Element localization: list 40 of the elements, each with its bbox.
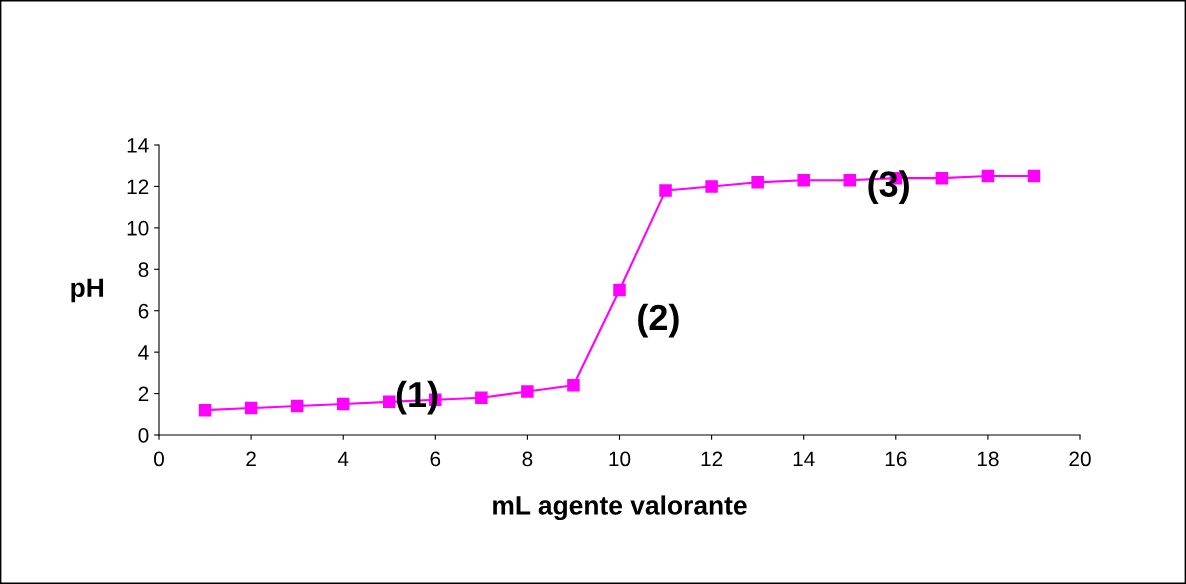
x-tick-label: 2 — [246, 451, 256, 467]
point — [659, 184, 672, 197]
point — [336, 397, 350, 411]
x-tick-label: 20 — [1069, 451, 1091, 467]
y-tick-label: 0 — [138, 428, 149, 443]
y-tick-label: 14 — [127, 138, 149, 153]
x-tick-label: 14 — [793, 451, 815, 467]
point — [382, 395, 396, 409]
point — [935, 171, 949, 185]
point — [797, 173, 810, 187]
point — [981, 169, 995, 183]
x-tick-label: 10 — [609, 451, 631, 467]
point — [705, 180, 718, 193]
y-tick-label: 4 — [138, 345, 149, 360]
y-axis-title: pH — [71, 278, 104, 303]
point — [521, 385, 534, 398]
x-axis-title: mL agente valorante — [493, 495, 747, 521]
x-tick-label: 6 — [430, 451, 441, 467]
x-tick-label: 12 — [701, 451, 723, 467]
point — [843, 173, 857, 187]
point — [751, 176, 764, 189]
annotation: (3) — [868, 170, 909, 204]
point — [567, 379, 580, 392]
x-tick-label: 4 — [337, 451, 349, 467]
x-tick-label: 0 — [154, 451, 164, 467]
point — [1027, 169, 1041, 183]
point — [613, 283, 626, 297]
y-tick-label: 2 — [138, 386, 149, 402]
point — [244, 401, 258, 415]
y-tick-label: 8 — [138, 262, 149, 278]
point — [198, 403, 212, 417]
y-tick-label: 12 — [127, 179, 149, 194]
y-tick-label: 6 — [138, 303, 149, 319]
x-tick-label: 18 — [977, 451, 999, 467]
x-tick-label: 8 — [522, 451, 533, 467]
annotation: (2) — [638, 303, 679, 338]
point — [290, 399, 304, 413]
point — [475, 391, 488, 404]
x-tick-label: 16 — [885, 451, 907, 467]
y-tick-label: 10 — [127, 220, 149, 236]
